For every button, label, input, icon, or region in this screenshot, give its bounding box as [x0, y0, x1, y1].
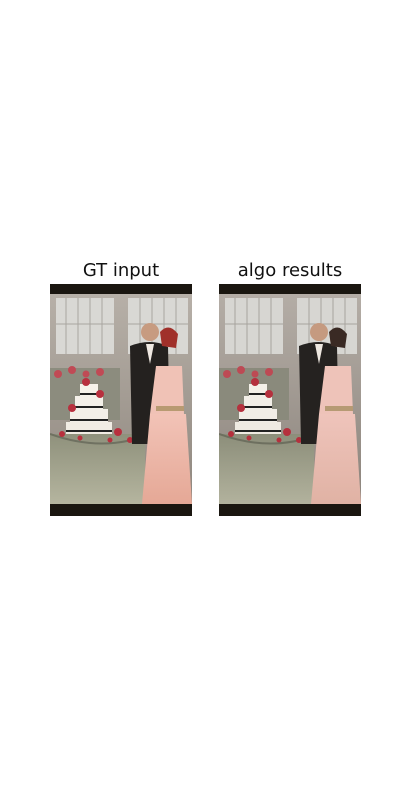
algo-results-title: algo results — [237, 260, 343, 281]
gt-input-title: GT input — [82, 260, 160, 281]
gt-input-photo — [50, 284, 192, 516]
gt-input-panel: GT input — [50, 258, 192, 516]
algo-results-panel: algo results — [219, 258, 361, 516]
algo-results-photo — [219, 284, 361, 516]
